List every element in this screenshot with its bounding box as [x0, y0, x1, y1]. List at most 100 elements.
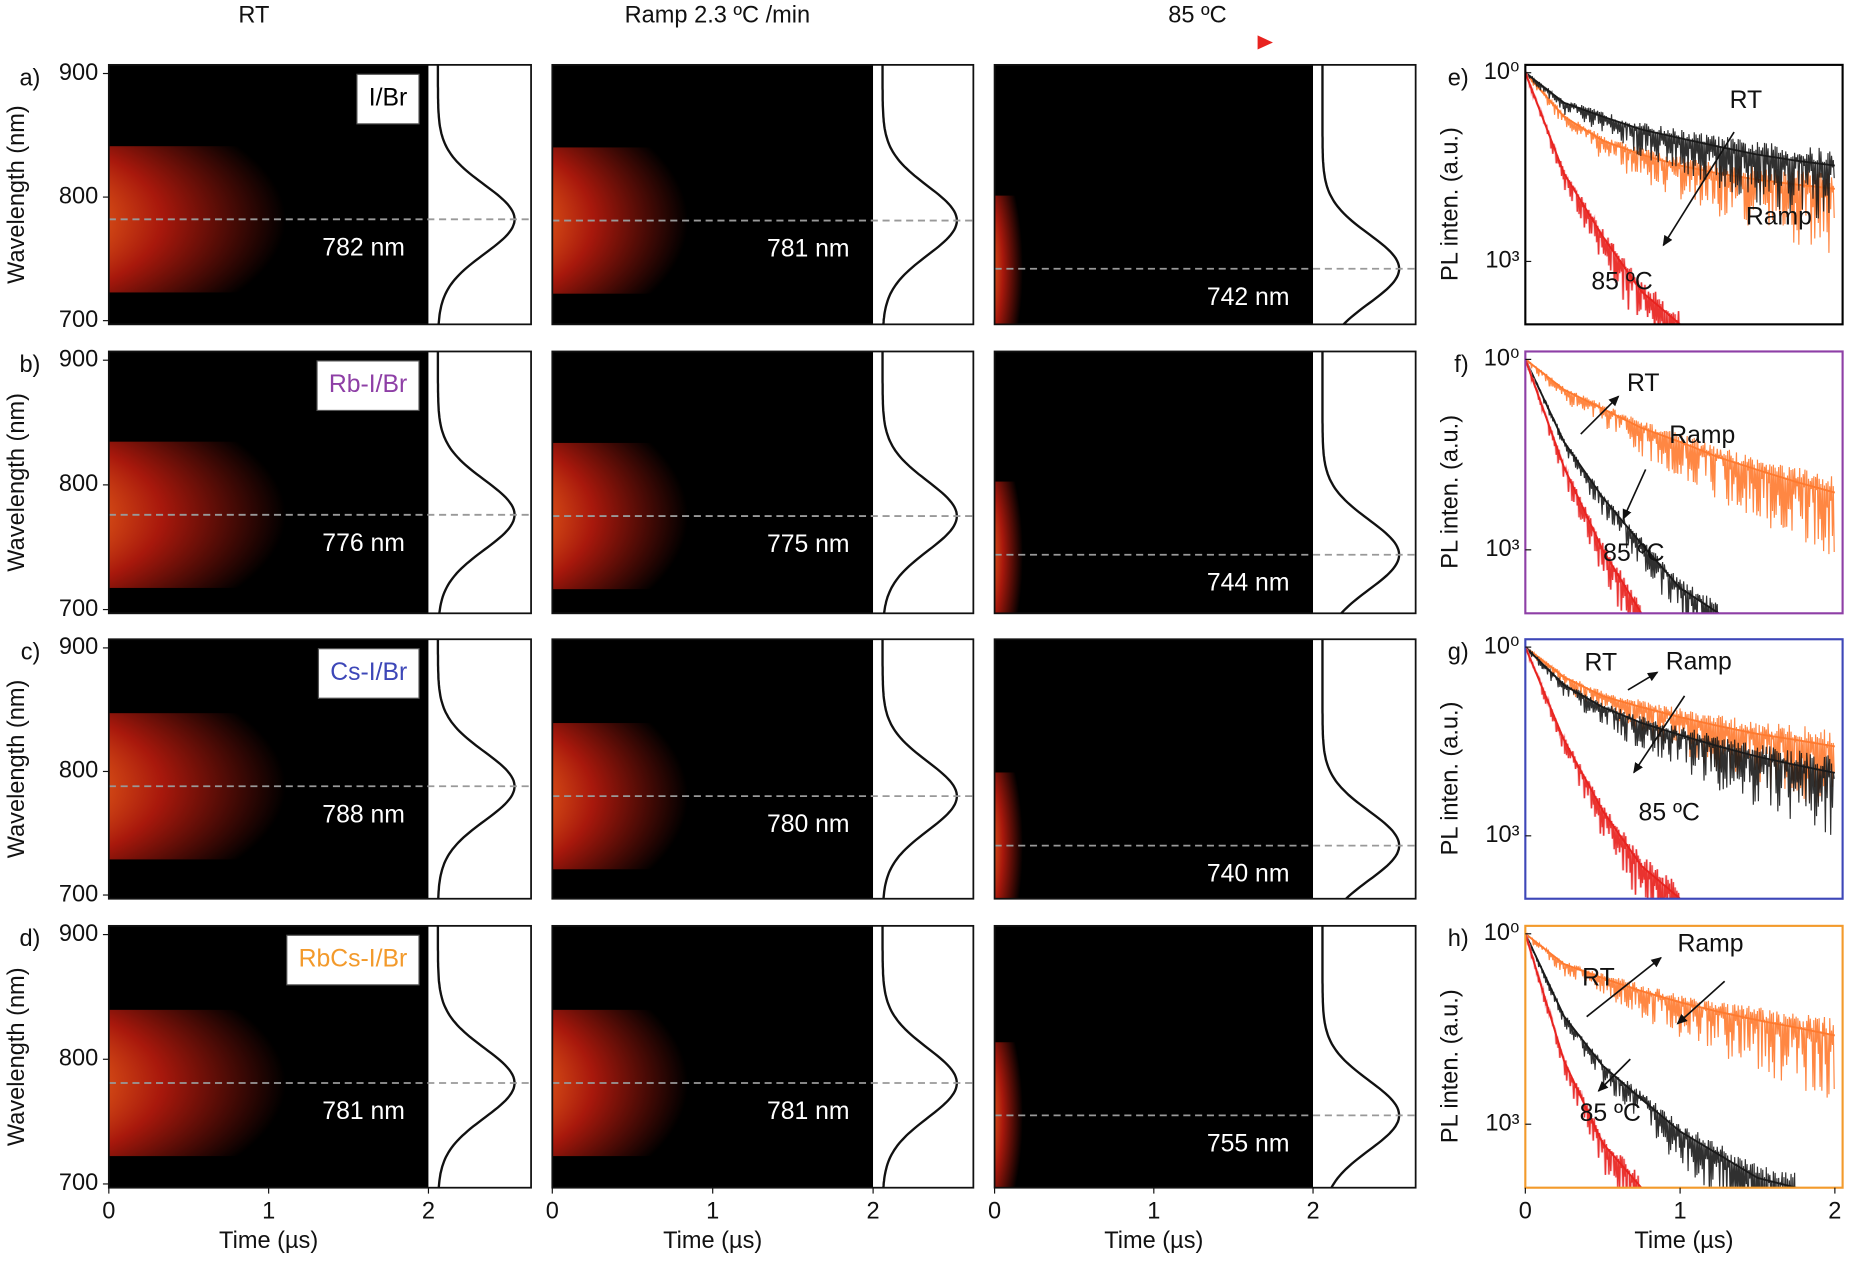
pl-glow — [994, 481, 1023, 614]
x-tick-label: 0 — [1519, 1198, 1532, 1224]
spectrum — [881, 925, 959, 1188]
y-axis-label: Wavelength (nm) — [3, 105, 29, 284]
series-label: 85 ºC — [1603, 540, 1664, 567]
plot-area — [1525, 645, 1836, 899]
header-label: Ramp 2.3 ºC /min — [625, 2, 811, 28]
spectrum-background — [1313, 64, 1416, 325]
y-tick-label: 900 — [59, 920, 98, 946]
panel-frame — [551, 638, 975, 900]
noise-band — [1525, 358, 1835, 555]
peak-label: 742 nm — [1207, 284, 1290, 311]
y-tick-label: 900 — [59, 633, 98, 659]
series-label: RT — [1585, 650, 1618, 677]
plot-area — [1525, 358, 1836, 614]
panel-frame — [1524, 350, 1844, 615]
sample-label: Cs-I/Br — [330, 659, 407, 686]
annotation-arrow — [1586, 956, 1662, 1018]
panel-frame — [551, 924, 975, 1189]
sample-label: Rb-I/Br — [329, 371, 407, 398]
panel-label: b) — [19, 351, 40, 377]
decay-line — [1525, 646, 1836, 774]
panel-frame — [107, 63, 532, 326]
spectrum — [1321, 351, 1401, 615]
peak-label: 782 nm — [322, 234, 405, 261]
peak-label: 788 nm — [322, 801, 405, 828]
x-tick-label: 2 — [422, 1198, 435, 1224]
heatmap — [994, 481, 1023, 614]
spectrum — [436, 925, 516, 1188]
peak-label: 744 nm — [1207, 570, 1290, 597]
panel-frame — [551, 63, 975, 326]
spectrum — [881, 639, 959, 899]
series-label: RT — [1730, 87, 1763, 114]
spectrum — [1321, 925, 1401, 1189]
x-tick-label: 2 — [1306, 1198, 1319, 1224]
sample-label-box — [317, 648, 420, 699]
heatmap-background — [994, 639, 1314, 899]
decay-line — [1525, 72, 1835, 190]
spectrum-background — [428, 639, 532, 899]
panel-label: e) — [1448, 64, 1469, 90]
y-tick-label: 800 — [59, 757, 98, 783]
y-axis-label: PL inten. (a.u.) — [1436, 127, 1462, 281]
y-tick-label: 900 — [59, 59, 98, 85]
heatmap-background — [994, 64, 1314, 325]
noise-band — [1525, 646, 1835, 803]
sample-label-box — [316, 360, 420, 412]
y-axis-label: Wavelength (nm) — [3, 680, 29, 859]
peak-label: 781 nm — [767, 236, 850, 263]
x-axis-label: Time (µs) — [1104, 1227, 1203, 1253]
y-tick-label: 10³ — [1485, 821, 1519, 847]
x-tick-label: 0 — [102, 1198, 115, 1224]
annotation-arrow — [1676, 980, 1726, 1025]
peak-label: 780 nm — [767, 811, 850, 838]
y-tick-label: 800 — [59, 1045, 98, 1071]
x-tick-label: 0 — [988, 1198, 1001, 1224]
y-tick-label: 10⁰ — [1484, 58, 1520, 84]
spectrum-background — [428, 925, 532, 1188]
peak-label: 755 nm — [1207, 1130, 1290, 1157]
y-axis-label: Wavelength (nm) — [3, 393, 29, 572]
peak-label: 776 nm — [322, 530, 405, 557]
spectrum-background — [428, 64, 532, 325]
spectrum-background — [873, 925, 974, 1188]
header-label: 85 ºC — [1168, 2, 1226, 28]
panel-label: c) — [21, 639, 41, 665]
heatmap-background — [994, 925, 1314, 1188]
pl-glow — [994, 772, 1023, 899]
panel-frame — [993, 638, 1417, 900]
panel-frame — [551, 350, 975, 615]
y-tick-label: 900 — [59, 345, 98, 371]
header-label: RT — [238, 2, 269, 28]
annotation-arrow — [1662, 131, 1735, 247]
panel-label: g) — [1448, 639, 1469, 665]
x-tick-label: 1 — [1147, 1198, 1160, 1224]
pl-glow — [994, 195, 1023, 325]
decay-line — [1525, 933, 1836, 1037]
x-tick-label: 2 — [867, 1198, 880, 1224]
x-tick-label: 0 — [546, 1198, 559, 1224]
series-label: Ramp — [1669, 422, 1735, 449]
panel-frame — [1524, 924, 1844, 1189]
spectrum — [881, 351, 959, 614]
x-axis-label: Time (µs) — [663, 1227, 762, 1253]
y-tick-label: 700 — [59, 1169, 98, 1195]
panel-frame — [1524, 638, 1844, 900]
spectrum-background — [428, 351, 532, 614]
annotation-arrow — [1580, 395, 1620, 435]
spectrum-background — [873, 64, 974, 325]
noise-band — [1525, 71, 1835, 219]
decay-line — [1525, 72, 1681, 325]
plot-background — [1525, 925, 1843, 1188]
panel-frame — [993, 350, 1417, 615]
y-tick-label: 10³ — [1485, 247, 1519, 273]
panel-label: d) — [19, 925, 40, 951]
decay-line — [1525, 933, 1643, 1188]
annotation-arrow — [1627, 671, 1659, 691]
decay-line — [1525, 72, 1835, 167]
spectrum-background — [873, 351, 974, 614]
y-axis-label: PL inten. (a.u.) — [1436, 989, 1462, 1143]
spectrum — [1321, 639, 1401, 900]
